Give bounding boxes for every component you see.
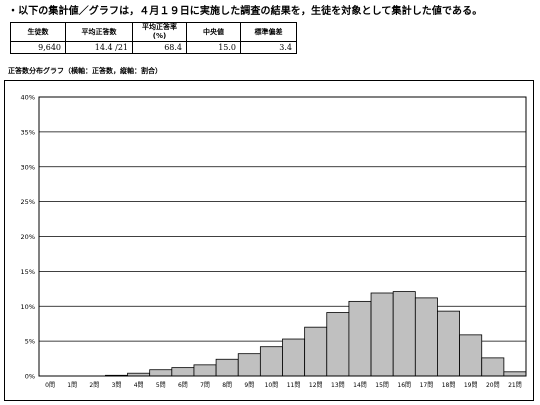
bar-15: [370, 292, 394, 377]
y-tick-label: 10%: [21, 303, 35, 311]
x-tick-label: 18問: [442, 382, 456, 389]
x-tick-label: 16問: [397, 382, 411, 389]
header-mean-correct: 平均正答数: [65, 22, 133, 42]
header-stddev: 標準偏差: [240, 22, 297, 42]
stats-value-row: 9,640 14.4 /21 68.4 15.0 3.4: [10, 41, 297, 54]
x-tick-label: 5問: [156, 382, 166, 389]
x-tick-label: 0問: [45, 382, 55, 389]
chart-frame: 0% 5% 10% 15% 20% 25% 30% 35% 40% 0問 1問 2問 3問 4問 5問 6問 7…: [4, 80, 534, 401]
value-mean-correct: 14.4 /21: [65, 41, 133, 54]
stats-table: 生徒数 平均正答数 平均正答率(%) 中央値 標準偏差 9,640 14.4 /…: [10, 22, 297, 54]
x-tick-label: 21問: [508, 382, 522, 389]
y-tick-label: 35%: [21, 128, 35, 136]
x-tick-label: 7問: [200, 382, 210, 389]
bar-21: [503, 371, 527, 377]
x-tick-label: 6問: [178, 382, 188, 389]
x-tick-label: 8問: [222, 382, 232, 389]
x-tick-label: 15問: [375, 382, 389, 389]
header-mean-rate: 平均正答率(%): [132, 22, 187, 42]
bar-14: [348, 300, 372, 377]
bar-5: [149, 369, 173, 377]
plot-area-border: [38, 96, 527, 377]
y-tick-label: 25%: [21, 198, 35, 206]
intro-text: ・以下の集計値／グラフは，４月１９日に実施した調査の結果を，生徒を対象として集計…: [8, 6, 483, 17]
x-tick-label: 17問: [420, 382, 434, 389]
x-tick-label: 12問: [309, 382, 323, 389]
x-tick-label: 11問: [287, 382, 301, 389]
bar-18: [437, 310, 460, 377]
bar-10: [259, 346, 283, 377]
bar-11: [282, 338, 306, 377]
x-tick-label: 19問: [464, 382, 478, 389]
x-tick-label: 9問: [244, 382, 254, 389]
x-tick-label: 4問: [134, 382, 144, 389]
x-tick-label: 1問: [67, 382, 77, 389]
bar-chart: 0% 5% 10% 15% 20% 25% 30% 35% 40% 0問 1問 2問 3問 4問 5問 6問 7…: [21, 94, 527, 389]
bar-16: [392, 291, 416, 377]
bar-12: [304, 326, 328, 377]
y-tick-label: 5%: [25, 338, 35, 346]
x-tick-label: 3問: [112, 382, 122, 389]
bar-20: [481, 357, 505, 377]
bar-17: [414, 297, 438, 377]
header-median: 中央値: [186, 22, 241, 42]
value-median: 15.0: [186, 41, 241, 54]
bar-19: [459, 334, 483, 377]
x-tick-label: 20問: [486, 382, 500, 389]
x-tick-label: 13問: [331, 382, 345, 389]
value-stddev: 3.4: [240, 41, 297, 54]
x-tick-label: 14問: [353, 382, 367, 389]
y-tick-label: 20%: [21, 233, 35, 241]
bar-13: [326, 312, 350, 377]
stats-header-row: 生徒数 平均正答数 平均正答率(%) 中央値 標準偏差: [10, 22, 297, 42]
y-tick-label: 0%: [25, 373, 35, 381]
value-mean-rate: 68.4: [132, 41, 187, 54]
bar-6: [171, 367, 195, 377]
y-tick-label: 15%: [21, 268, 35, 276]
x-tick-label: 2問: [89, 382, 99, 389]
bar-8: [215, 358, 239, 377]
chart-title: 正答数分布グラフ（横軸：正答数，縦軸：割合）: [8, 67, 162, 75]
bar-9: [237, 353, 261, 377]
value-students: 9,640: [10, 41, 66, 54]
x-tick-label: 10問: [265, 382, 279, 389]
bar-7: [193, 364, 217, 377]
header-students: 生徒数: [10, 22, 66, 42]
y-tick-label: 30%: [21, 163, 35, 171]
y-tick-label: 40%: [21, 94, 35, 102]
